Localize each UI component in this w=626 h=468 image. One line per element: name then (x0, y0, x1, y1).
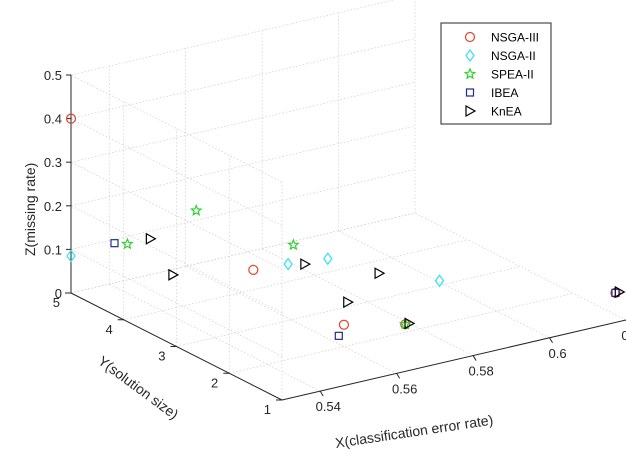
floor-grid-line (123, 239, 468, 321)
x-tick-label: 0.6 (549, 346, 567, 361)
legend-label-spea-ii: SPEA-II (491, 68, 534, 82)
x-tick-label: 0.54 (316, 399, 341, 414)
spea-ii-point (287, 238, 300, 251)
x-tick-label: 0.62 (621, 328, 626, 343)
x-tick-mark (319, 390, 324, 397)
x-tick-mark (396, 373, 401, 379)
knea-point (300, 258, 312, 271)
back-wall-grid-line (70, 169, 416, 250)
ibea-point (110, 239, 119, 248)
x-tick-mark (549, 337, 553, 344)
legend-box (440, 22, 552, 125)
legend-marker-spea-ii (463, 67, 477, 80)
left-wall-grid-line (70, 74, 283, 183)
legend-label-knea: KnEA (491, 105, 522, 119)
nsga-ii-point (323, 252, 333, 266)
ibea-point (334, 331, 343, 340)
x-tick-label: 0.58 (468, 364, 493, 379)
nsga-iii-point (65, 113, 77, 124)
floor-grid-line (185, 266, 397, 374)
knea-point (614, 285, 626, 298)
nsga-ii-point (434, 274, 445, 288)
legend-marker-nsga-iii (464, 31, 476, 43)
nsga-ii-point (66, 249, 76, 263)
y-axis-label: Y(solution size) (95, 353, 181, 423)
y-tick-label: 4 (106, 322, 113, 337)
legend-label-ibea: IBEA (491, 86, 518, 100)
legend-marker-ibea (465, 88, 475, 97)
left-wall-grid-line (70, 205, 283, 314)
z-tick-label: 0.4 (44, 112, 62, 127)
z-axis-label: Z(missing rate) (22, 163, 38, 256)
left-wall-grid-line (70, 118, 283, 226)
y-tick-label: 3 (158, 349, 165, 364)
knea-point (145, 232, 157, 245)
floor-grid-line (109, 283, 321, 392)
back-wall-grid-line (70, 38, 416, 119)
floor-grid-line (338, 230, 550, 339)
x-axis-line (281, 319, 626, 401)
legend-marker-knea (465, 104, 477, 118)
back-wall-grid-line (70, 212, 416, 294)
floor-grid-line (176, 266, 521, 347)
knea-point (404, 317, 416, 330)
z-tick-label: 0.2 (44, 199, 62, 214)
x-tick-label: 0.56 (392, 381, 417, 396)
legend-label-nsga-ii: NSGA-II (491, 49, 536, 63)
grid-layer (70, 0, 626, 401)
x-axis-label: X(classification error rate) (334, 412, 494, 451)
z-tick-label: 0 (55, 286, 62, 301)
nsga-iii-point (338, 319, 350, 330)
spea-ii-point (189, 204, 203, 216)
legend-marker-nsga-ii (465, 48, 475, 63)
floor-grid-line (261, 248, 474, 356)
spea-ii-point (121, 237, 134, 250)
back-wall-grid-line (70, 0, 395, 76)
axis-layer (65, 74, 626, 401)
nsga-ii-point (283, 257, 293, 271)
left-wall-grid-line (70, 161, 283, 270)
y-tick-label: 1 (264, 402, 271, 417)
floor-grid-line (229, 292, 574, 374)
x-tick-mark (472, 355, 477, 361)
tick-labels: 0.54 0.56 0.58 0.6 0.62 1 2 3 4 50 0.1 0.2 0.3 0.4 0.5 (44, 68, 626, 417)
nsga-iii-point (248, 264, 259, 275)
z-tick-label: 0.3 (44, 155, 62, 170)
z-tick-label: 0.1 (44, 242, 62, 257)
data-markers (65, 113, 626, 340)
y-tick-label: 2 (211, 375, 218, 390)
back-wall-grid-line (70, 125, 416, 207)
y-tick-label: 5 (53, 295, 60, 310)
left-wall-grid-line (70, 249, 283, 357)
floor-grid-line (414, 212, 626, 321)
back-wall-grid-line (70, 81, 416, 163)
z-tick-label: 0.5 (44, 68, 62, 83)
legend-label-nsga-iii: NSGA-III (491, 31, 539, 45)
knea-point (168, 268, 180, 281)
knea-point (374, 267, 386, 280)
knea-point (343, 296, 354, 309)
legend: NSGA-III NSGA-II SPEA-II IBEA KnEA (440, 22, 552, 125)
